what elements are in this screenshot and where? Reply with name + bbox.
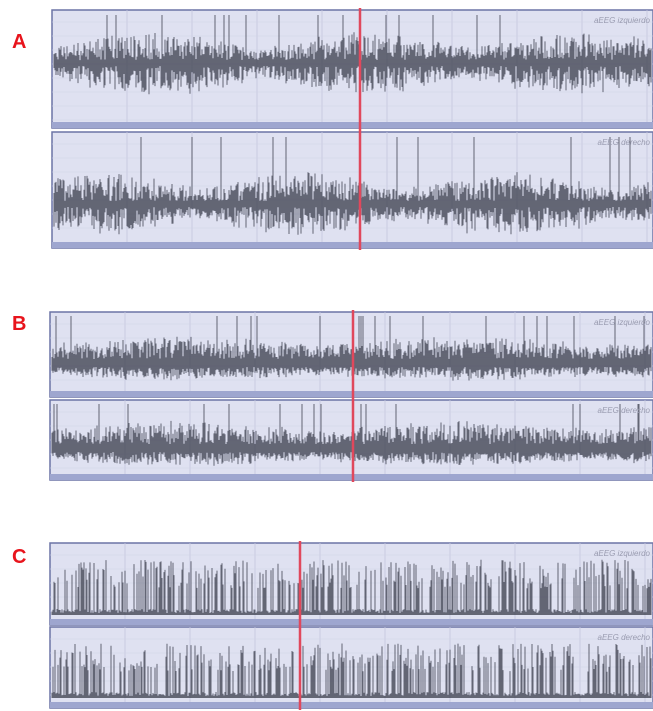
trace: aEEG izquierdo xyxy=(49,311,653,398)
waveform xyxy=(53,15,652,95)
trace-label: aEEG izquierdo xyxy=(594,318,651,327)
trace-label: aEEG izquierdo xyxy=(594,549,651,558)
trace: aEEG derecho xyxy=(49,626,653,709)
trace: aEEG derecho xyxy=(51,131,653,249)
baseline-band xyxy=(52,122,653,128)
waveform xyxy=(51,404,652,466)
trace-label: aEEG izquierdo xyxy=(594,16,651,25)
panel-label: B xyxy=(12,313,26,335)
panel-label: C xyxy=(12,546,26,568)
trace-bg xyxy=(49,626,653,709)
waveform xyxy=(51,559,652,615)
baseline-band xyxy=(52,242,653,248)
waveform xyxy=(53,137,652,235)
panel-label: A xyxy=(12,31,26,53)
trace-bg xyxy=(49,311,653,398)
trace-label: aEEG derecho xyxy=(598,406,651,415)
baseline-band xyxy=(50,391,653,397)
trace: aEEG izquierdo xyxy=(49,542,653,626)
baseline-band xyxy=(50,474,653,480)
trace: aEEG derecho xyxy=(49,399,653,481)
baseline-band xyxy=(50,619,653,625)
trace: aEEG izquierdo xyxy=(51,9,653,129)
trace-label: aEEG derecho xyxy=(598,633,651,642)
waveform xyxy=(51,316,652,381)
baseline-band xyxy=(50,702,653,708)
trace-label: aEEG derecho xyxy=(598,138,651,147)
waveform xyxy=(51,643,652,698)
